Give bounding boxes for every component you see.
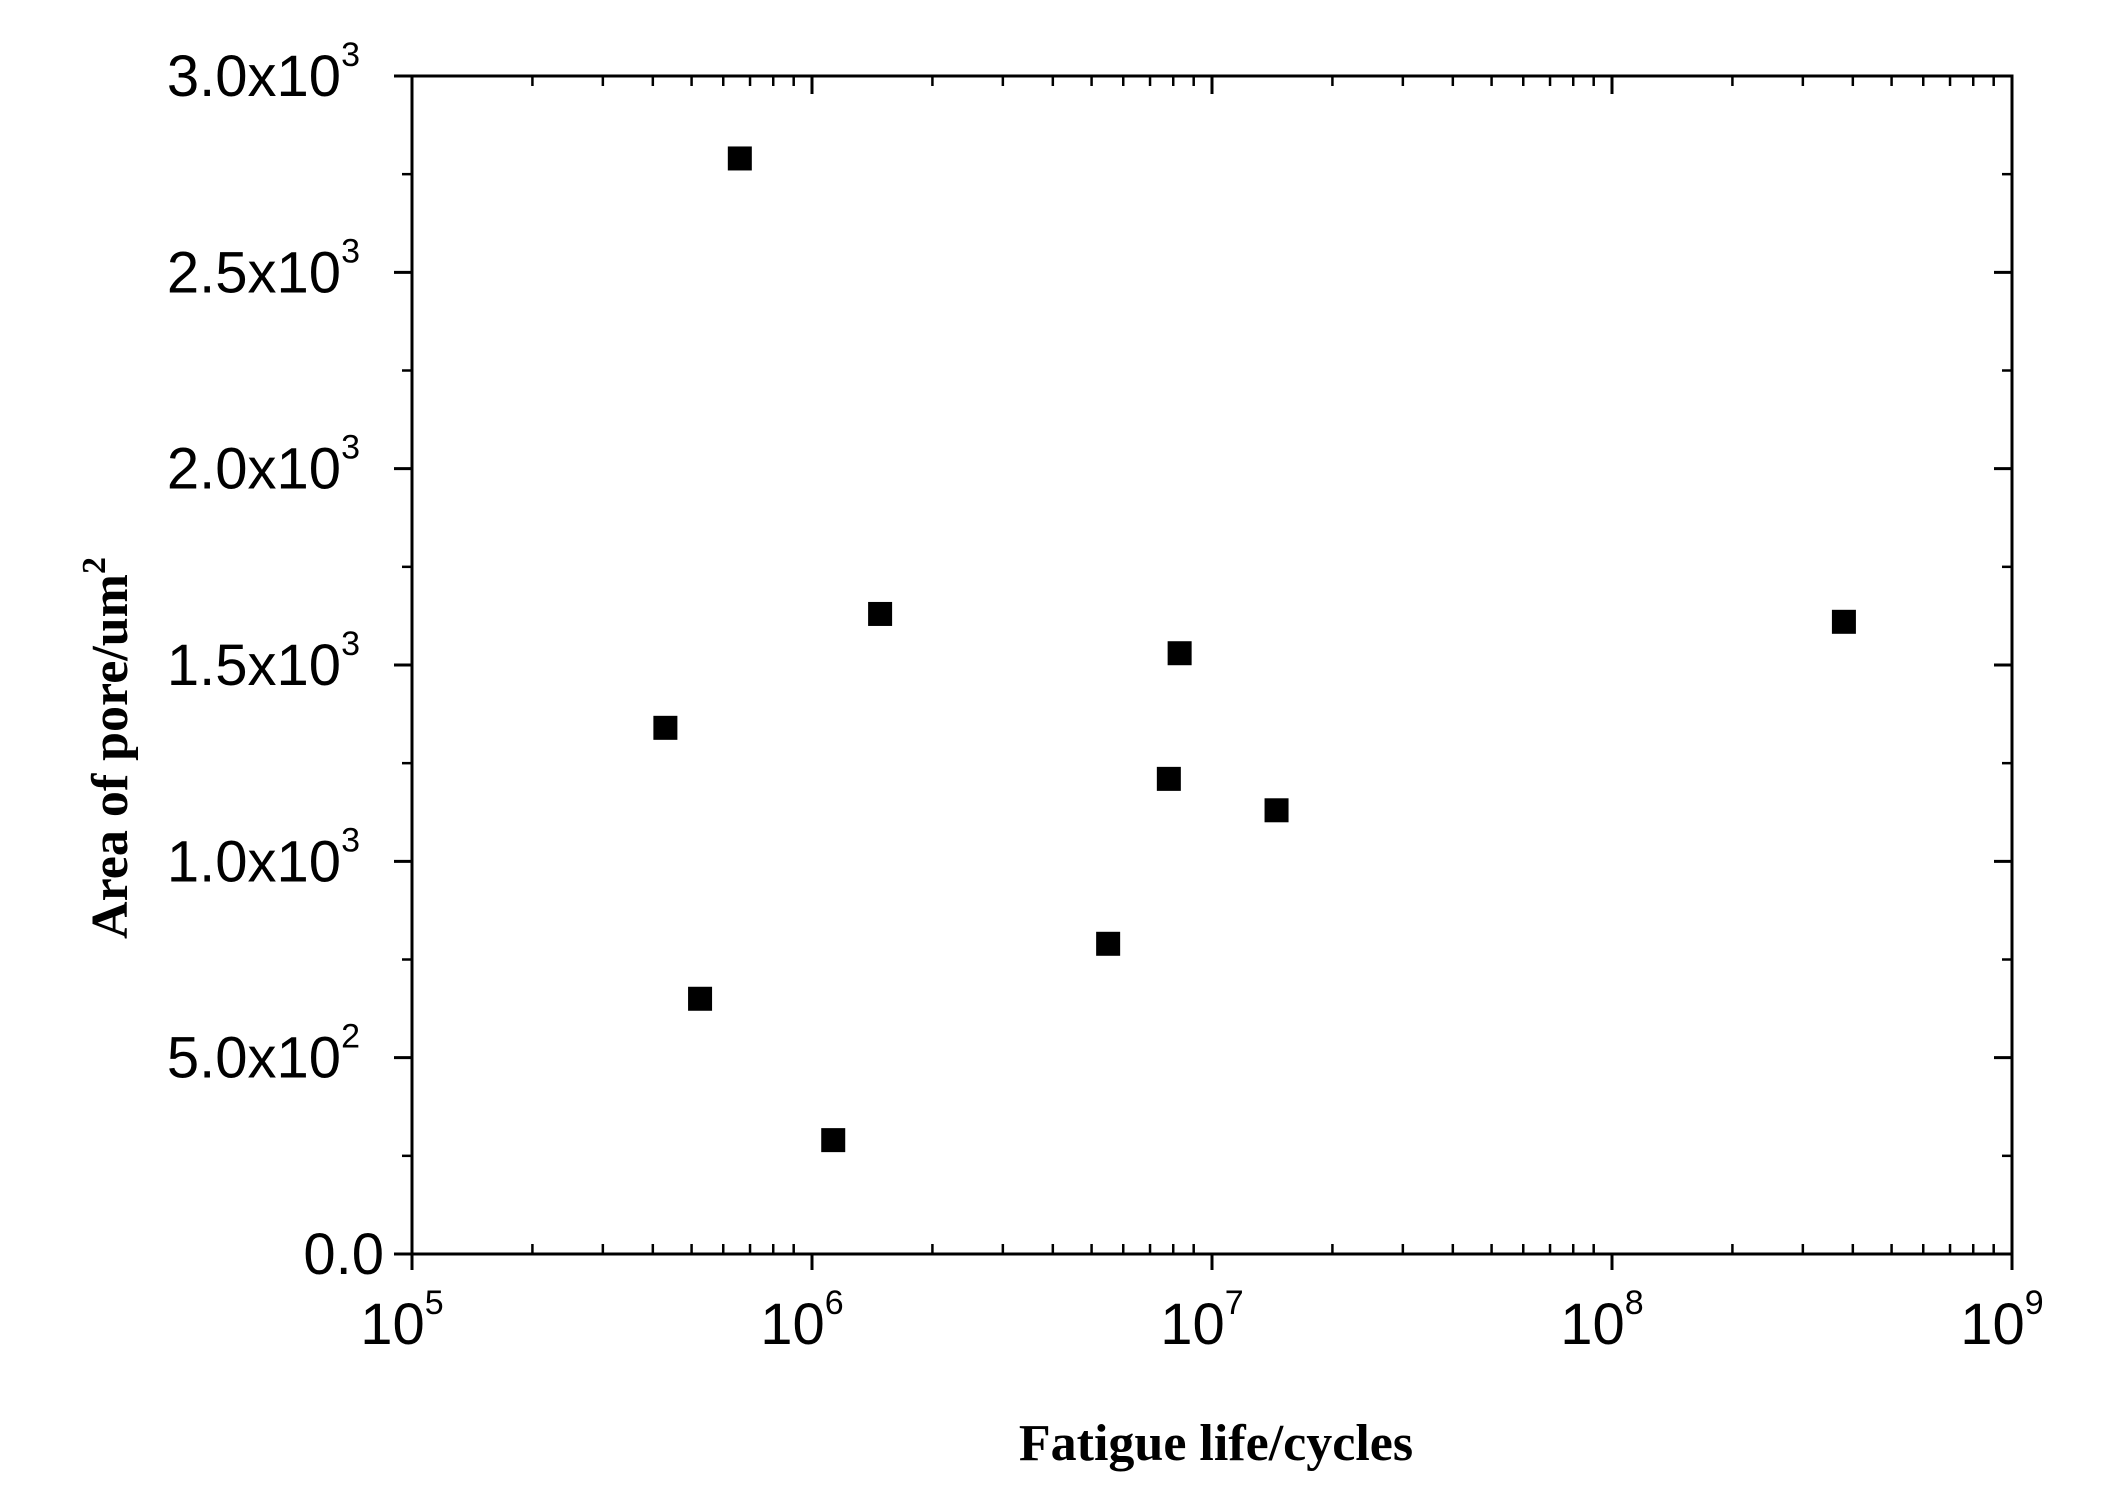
x-tick-label: 108 bbox=[1560, 1284, 1643, 1357]
y-tick-label: 0.0 bbox=[303, 1222, 384, 1287]
scatter-point bbox=[727, 146, 752, 171]
y-axis-title: Area of pore/um2 bbox=[76, 557, 139, 939]
x-tick-label: 105 bbox=[360, 1284, 443, 1357]
y-tick-label: 1.0x103 bbox=[167, 821, 360, 894]
scatter-point bbox=[1264, 798, 1289, 823]
scatter-point bbox=[1167, 641, 1192, 666]
y-axis-title-text: Area of pore/um bbox=[82, 574, 139, 939]
plot-area bbox=[410, 74, 2014, 1256]
x-tick-label: 106 bbox=[760, 1284, 843, 1357]
x-tick-label: 109 bbox=[1960, 1284, 2043, 1357]
y-tick-label: 2.0x103 bbox=[167, 429, 360, 502]
y-axis: 0.0 5.0x102 1.0x103 1.5x103 2.0x103 2.5x103 3.… bbox=[167, 36, 2012, 1287]
x-axis-title: Fatigue life/cycles bbox=[1019, 1415, 1413, 1472]
data-points bbox=[653, 146, 1856, 1153]
scatter-point bbox=[1096, 931, 1121, 956]
scatter-point bbox=[1831, 609, 1856, 634]
x-axis: 105 106 107 108 109 bbox=[360, 76, 2044, 1357]
y-tick-label: 2.5x103 bbox=[167, 232, 360, 305]
scatter-point bbox=[688, 986, 713, 1011]
y-tick-label: 5.0x102 bbox=[167, 1018, 360, 1091]
scatter-point bbox=[821, 1128, 846, 1153]
plot-border bbox=[410, 74, 2014, 1256]
scatter-point bbox=[868, 601, 893, 626]
y-axis-title-superscript: 2 bbox=[76, 557, 113, 574]
y-tick-label: 1.5x103 bbox=[167, 625, 360, 698]
y-tick-label: 3.0x103 bbox=[167, 36, 360, 109]
scatter-point bbox=[1156, 766, 1181, 791]
x-tick-label: 107 bbox=[1160, 1284, 1243, 1357]
scatter-point bbox=[653, 715, 678, 740]
